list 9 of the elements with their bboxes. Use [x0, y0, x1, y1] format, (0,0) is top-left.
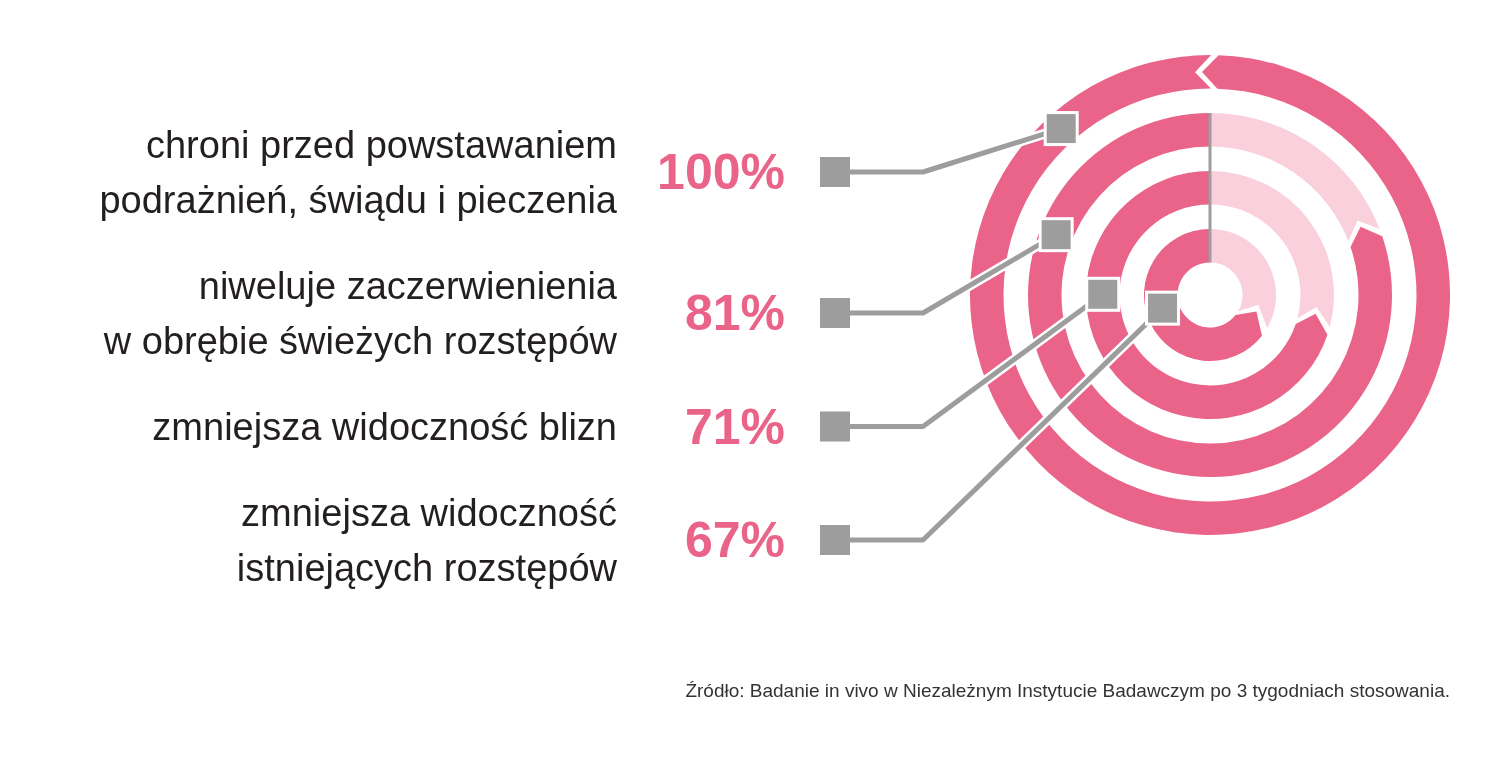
text: Źródło: Badanie in vivo w Niezależnym Instytucie Badawczym po 3 tygodniach stosowania.	[685, 680, 1450, 701]
data-label: 100%	[657, 144, 785, 200]
data-label: 67%	[684, 512, 785, 568]
category-label: niweluje zaczerwienienia w obrębie świeżych rozstępów	[102, 265, 618, 362]
category-label: zmniejsza widoczność istniejących rozstępów	[236, 492, 618, 589]
category-label: zmniejsza widoczność blizn	[152, 406, 617, 448]
data-label: 81%	[684, 285, 785, 341]
data-label: 71%	[684, 398, 785, 455]
category-label: chroni przed powstawaniem podrażnień, świądu i pieczenia	[99, 124, 618, 221]
